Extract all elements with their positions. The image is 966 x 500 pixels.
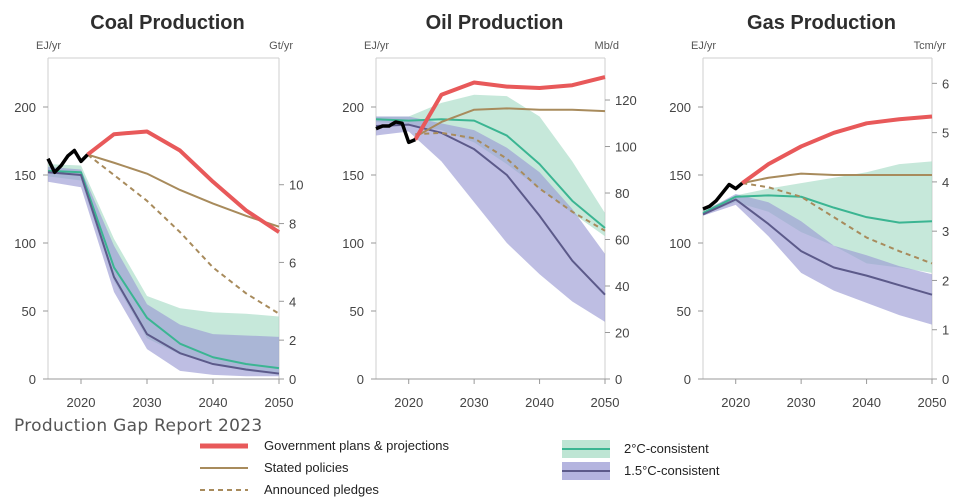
oil-stated-line xyxy=(414,107,606,138)
gas-x-tick-label: 2030 xyxy=(787,395,816,410)
legend-onefive-swatch xyxy=(562,462,610,480)
oil-left-tick-label: 100 xyxy=(342,236,364,251)
oil-right-tick-label: 60 xyxy=(615,233,629,248)
coal-left-tick-label: 200 xyxy=(14,100,36,115)
coal-x-tick-label: 2040 xyxy=(199,395,228,410)
coal-left-unit: EJ/yr xyxy=(36,40,61,52)
oil-historical-line xyxy=(375,120,416,145)
legend-onefive: 1.5°C-consistent xyxy=(562,461,762,481)
oil-right-tick-label: 20 xyxy=(615,326,629,341)
coal-right-tick-label: 2 xyxy=(289,333,296,348)
coal-right-tick-label: 0 xyxy=(289,372,296,387)
gas-right-unit: Tcm/yr xyxy=(914,40,947,52)
coal-x-tick-label: 2020 xyxy=(67,395,96,410)
gas-left-tick-label: 200 xyxy=(669,100,691,115)
coal-right-tick-label: 8 xyxy=(289,217,296,232)
gas-right-tick-label: 4 xyxy=(942,175,949,190)
gas-x-tick-label: 2020 xyxy=(721,395,750,410)
gas-right-tick-label: 6 xyxy=(942,76,949,91)
gas-panel: Gas Production EJ/yr Tcm/yr 0 50 100 150 200 0 1 2… xyxy=(669,12,949,410)
gas-historical-line xyxy=(702,181,744,211)
gas-gov-line xyxy=(741,114,933,185)
oil-left-tick-label: 50 xyxy=(350,304,364,319)
coal-x-tick-label: 2050 xyxy=(265,395,294,410)
gas-left-tick-label: 150 xyxy=(669,168,691,183)
legend-stated: Stated policies xyxy=(200,458,500,478)
coal-right-tick-label: 6 xyxy=(289,255,296,270)
gas-left-tick-label: 0 xyxy=(684,372,691,387)
oil-right-tick-label: 40 xyxy=(615,279,629,294)
gas-pledges-line xyxy=(742,182,933,265)
coal-left-tick-label: 100 xyxy=(14,236,36,251)
oil-line2-line xyxy=(375,118,606,229)
oil-x-tick-label: 2050 xyxy=(591,395,620,410)
oil-band2 xyxy=(376,94,605,237)
gas-x-tick-label: 2050 xyxy=(918,395,947,410)
oil-right-unit: Mb/d xyxy=(595,40,619,52)
legend-pledges: Announced pledges xyxy=(200,480,500,500)
coal-stated-line xyxy=(87,153,280,228)
oil-left-tick-label: 150 xyxy=(342,168,364,183)
gas-right-tick-label: 1 xyxy=(942,323,949,338)
legend-two: 2°C-consistent xyxy=(562,439,762,459)
gas-x-tick-label: 2040 xyxy=(852,395,881,410)
coal-left-tick-label: 0 xyxy=(29,372,36,387)
oil-x-tick-label: 2040 xyxy=(525,395,554,410)
gas-right-tick-label: 2 xyxy=(942,273,949,288)
coal-panel: Coal Production EJ/yr Gt/yr 0 50 100 150 200 0 2 4… xyxy=(14,12,303,410)
coal-band2 xyxy=(48,164,279,375)
legend-two-swatch xyxy=(562,440,610,458)
oil-x-tick-label: 2020 xyxy=(394,395,423,410)
legend-gov: Government plans & projections xyxy=(200,436,500,456)
coal-left-tick-label: 150 xyxy=(14,168,36,183)
gas-right-tick-label: 5 xyxy=(942,126,949,141)
coal-left-tick-label: 50 xyxy=(22,304,36,319)
coal-line2-line xyxy=(47,169,280,370)
legend-onefive-label: 1.5°C-consistent xyxy=(624,463,720,478)
coal-gov-line xyxy=(86,129,281,234)
legend-stated-label: Stated policies xyxy=(264,460,349,475)
oil-right-tick-label: 120 xyxy=(615,93,637,108)
oil-x-tick-label: 2030 xyxy=(460,395,489,410)
gas-left-tick-label: 100 xyxy=(669,236,691,251)
legend-two-label: 2°C-consistent xyxy=(624,441,709,456)
coal-right-unit: Gt/yr xyxy=(269,40,293,52)
coal-title: Coal Production xyxy=(90,12,244,34)
coal-band15 xyxy=(48,166,279,377)
legend-gov-label: Government plans & projections xyxy=(264,438,449,453)
oil-line15-line xyxy=(375,123,606,296)
oil-right-tick-label: 100 xyxy=(615,140,637,155)
coal-line15-line xyxy=(47,171,280,375)
gas-left-unit: EJ/yr xyxy=(691,40,716,52)
coal-x-tick-label: 2030 xyxy=(133,395,162,410)
oil-title: Oil Production xyxy=(426,12,564,34)
oil-left-unit: EJ/yr xyxy=(364,40,389,52)
legend-pledges-swatch xyxy=(200,489,248,491)
gas-right-tick-label: 0 xyxy=(942,372,949,387)
oil-right-tick-label: 80 xyxy=(615,186,629,201)
gas-line2-line xyxy=(702,194,933,224)
oil-left-tick-label: 0 xyxy=(357,372,364,387)
legend-stated-swatch xyxy=(200,467,248,469)
gas-left-tick-label: 50 xyxy=(677,304,691,319)
gas-stated-line xyxy=(742,172,932,185)
gas-right-tick-label: 3 xyxy=(942,224,949,239)
coal-right-tick-label: 4 xyxy=(289,294,296,309)
gas-line15-line xyxy=(702,198,933,296)
coal-right-tick-label: 10 xyxy=(289,178,303,193)
coal-historical-line xyxy=(46,148,89,175)
oil-right-tick-label: 0 xyxy=(615,372,622,387)
oil-left-tick-label: 200 xyxy=(342,100,364,115)
legend-gov-swatch xyxy=(200,443,248,449)
oil-gov-line xyxy=(413,75,606,141)
gas-band2 xyxy=(703,161,932,273)
oil-pledges-line xyxy=(415,131,606,232)
coal-pledges-line xyxy=(86,153,280,315)
oil-band15 xyxy=(376,116,605,322)
report-source: Production Gap Report 2023 xyxy=(14,416,263,436)
legend-pledges-label: Announced pledges xyxy=(264,482,379,497)
gas-title: Gas Production xyxy=(747,12,896,34)
